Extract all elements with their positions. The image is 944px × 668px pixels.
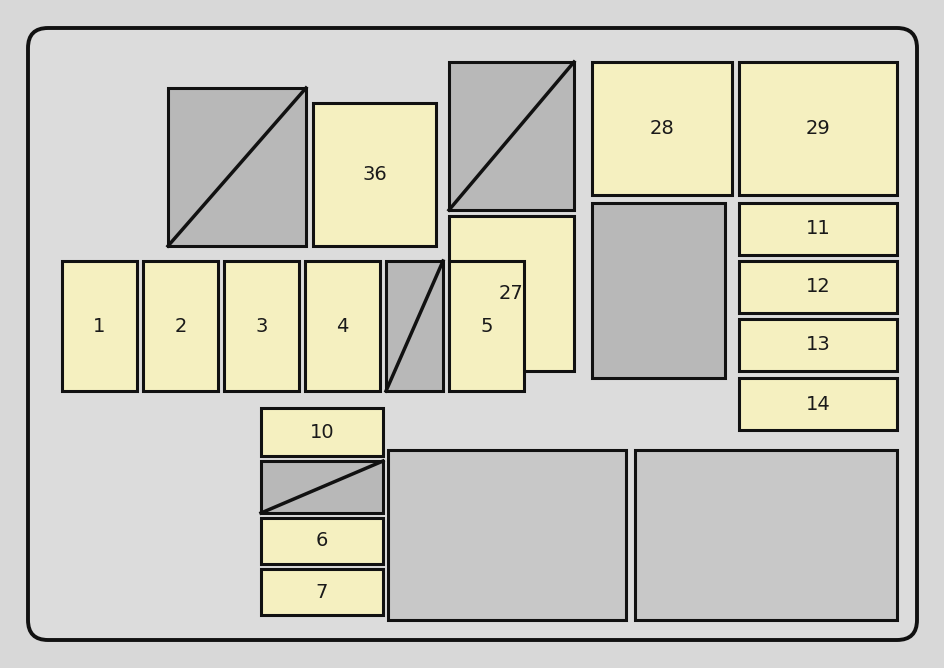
Bar bbox=[738, 203, 896, 255]
Text: 36: 36 bbox=[362, 165, 386, 184]
Text: 13: 13 bbox=[805, 335, 830, 355]
Text: 6: 6 bbox=[315, 532, 328, 550]
Bar bbox=[448, 62, 573, 210]
Text: 10: 10 bbox=[310, 422, 334, 442]
Text: 28: 28 bbox=[649, 119, 674, 138]
Text: 27: 27 bbox=[498, 284, 523, 303]
Bar bbox=[261, 569, 382, 615]
Bar bbox=[738, 62, 896, 195]
Text: 11: 11 bbox=[805, 220, 830, 238]
Bar bbox=[261, 461, 382, 513]
Text: 14: 14 bbox=[805, 395, 830, 413]
Bar bbox=[591, 203, 724, 378]
Text: 2: 2 bbox=[174, 317, 187, 335]
Text: 12: 12 bbox=[805, 277, 830, 297]
Bar bbox=[738, 261, 896, 313]
Bar bbox=[591, 62, 732, 195]
Bar bbox=[634, 450, 896, 620]
Bar bbox=[62, 261, 137, 391]
Text: 4: 4 bbox=[336, 317, 348, 335]
FancyBboxPatch shape bbox=[28, 28, 916, 640]
Bar bbox=[738, 378, 896, 430]
Text: 7: 7 bbox=[315, 582, 328, 601]
Bar bbox=[448, 261, 523, 391]
Bar bbox=[261, 408, 382, 456]
Bar bbox=[143, 261, 218, 391]
Bar bbox=[224, 261, 298, 391]
Bar bbox=[312, 103, 435, 246]
Bar bbox=[738, 319, 896, 371]
Text: 3: 3 bbox=[255, 317, 267, 335]
Bar bbox=[388, 450, 625, 620]
Text: 5: 5 bbox=[480, 317, 492, 335]
Text: 29: 29 bbox=[805, 119, 830, 138]
Bar bbox=[168, 88, 306, 246]
Text: 1: 1 bbox=[93, 317, 106, 335]
Bar bbox=[448, 216, 573, 371]
Bar bbox=[305, 261, 379, 391]
Bar bbox=[261, 518, 382, 564]
Bar bbox=[385, 261, 443, 391]
